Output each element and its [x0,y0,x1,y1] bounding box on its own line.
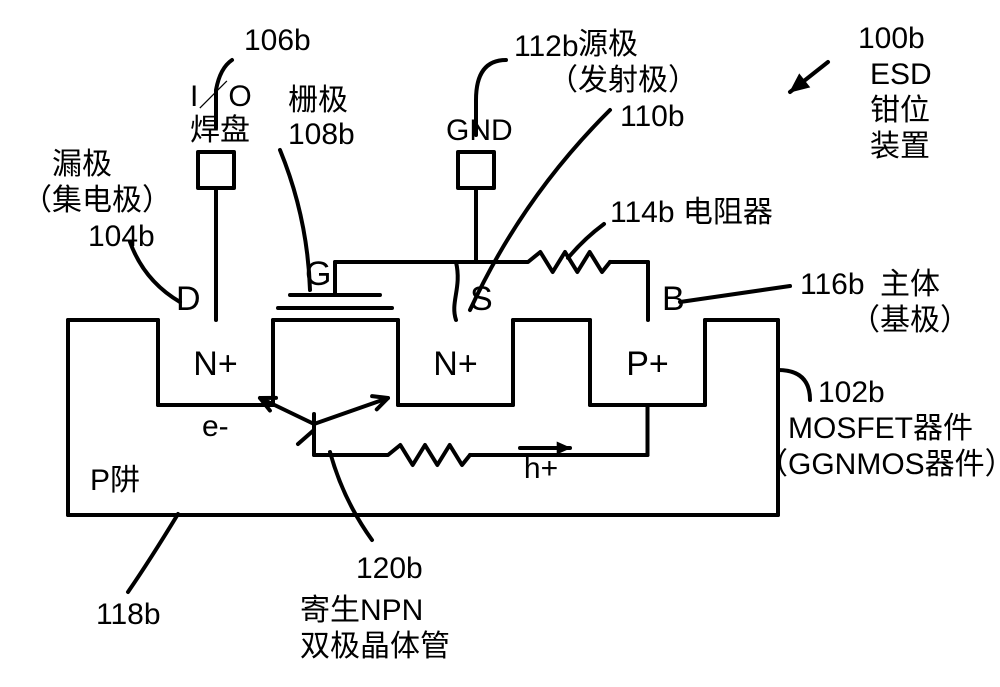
drain-region-label: N+ [193,345,237,383]
drain-l1: 漏极 [52,148,112,181]
ref-116b-l1: 主体 [880,268,940,301]
ref-110b-l1: 源极 [578,28,638,61]
ref-116b-l2: （基极） [850,304,970,337]
drain-letter: D [176,280,201,318]
ref-100b: 100b [858,22,925,55]
ref-106b: 106b [244,24,311,57]
ref-108b-l1: 栅极 [288,84,348,117]
ref-120b-l1: 寄生NPN [300,594,423,627]
ref-102b: 102b [818,376,885,409]
ref-106b-l1: I／O [190,80,252,113]
ref-114b: 114b 电阻器 [610,196,773,229]
body-region-label: P+ [626,345,669,383]
ref-112b: 112b [514,30,579,63]
ref-106b-l2: 焊盘 [190,114,250,147]
ref-100b-l3: 装置 [870,130,930,163]
ref-102b-l1: MOSFET器件 [788,412,973,445]
body-letter: B [662,280,685,318]
ref-100b-l2: 钳位 [870,94,930,127]
drain-l2: （集电极） [22,184,172,217]
source-region-label: N+ [433,345,477,383]
ref-100b-l1: ESD [870,58,932,91]
ref-116b: 116b [800,268,865,301]
ref-120b: 120b [356,552,423,585]
pwell-label: P阱 [90,464,140,497]
ref-120b-l2: 双极晶体管 [300,630,450,663]
ref-118b: 118b [96,598,161,631]
hole-label: h+ [524,452,558,485]
ref-110b-l2: （发射极） [548,64,698,97]
ref-108b: 108b [288,118,355,151]
ref-110b: 110b [620,100,685,133]
ref-102b-l2: （GGNMOS器件） [758,448,1000,481]
electron-label: e- [202,410,229,443]
ref-104b: 104b [88,220,155,253]
gnd-label: GND [446,114,513,147]
